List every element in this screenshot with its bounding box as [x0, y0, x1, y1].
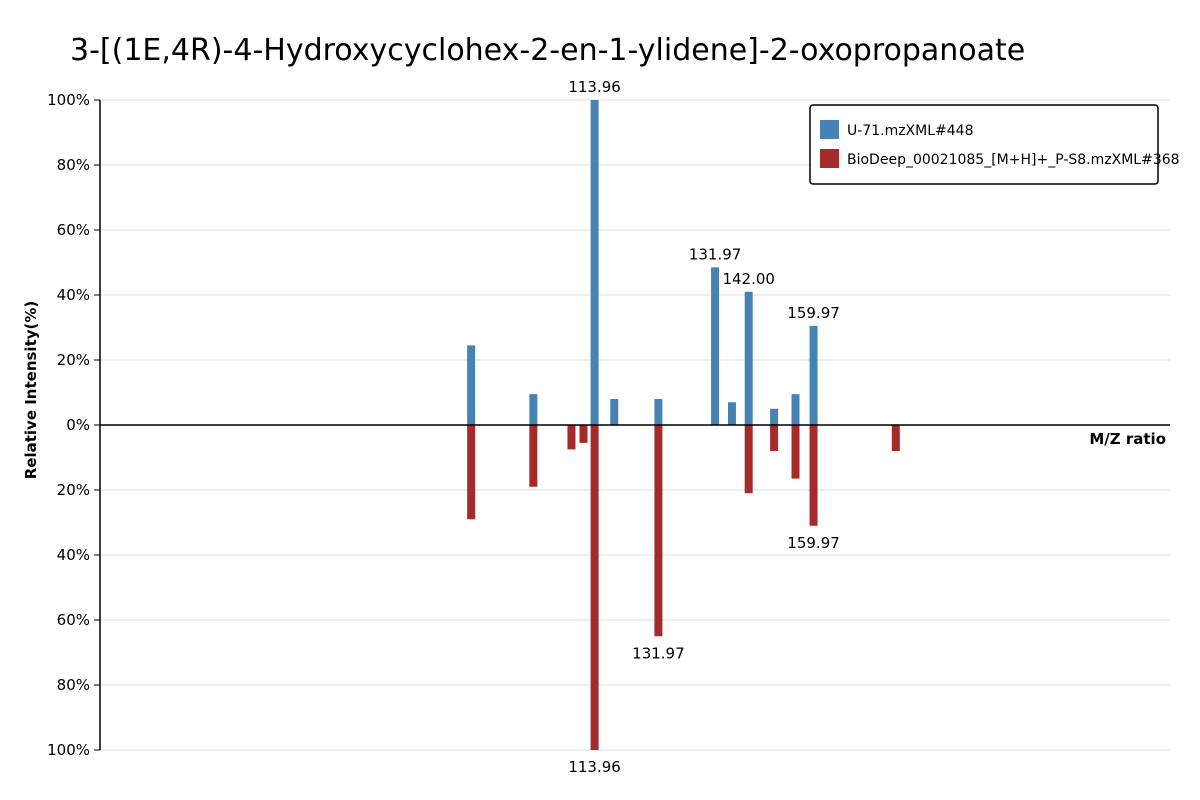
sample-peak-bar — [791, 394, 800, 425]
reference-peak-bar — [770, 425, 779, 451]
reference-peak-bar — [791, 425, 800, 479]
sample-peak-bar — [654, 399, 663, 425]
reference-peak-bar — [590, 425, 599, 750]
y-axis-ticks: 100% 80% 60% 40% 20% 0% 20% 40% 60% 80% 100% — [47, 91, 100, 759]
y-tick-label: 60% — [57, 611, 90, 629]
legend-swatch — [820, 149, 839, 168]
y-tick-label: 40% — [57, 286, 90, 304]
reference-peak-label: 159.97 — [787, 534, 840, 552]
legend-box — [809, 104, 1159, 185]
legend-entry: U-71.mzXML#448 — [847, 123, 973, 139]
sample-peak-bar — [610, 399, 619, 425]
reference-peak-bar — [809, 425, 818, 526]
spectrum-bars — [467, 100, 900, 750]
legend: U-71.mzXML#448 BioDeep_00021085_[M+H]+_P-… — [809, 104, 1180, 185]
sample-peak-bar — [770, 408, 779, 425]
sample-peak-bar — [467, 345, 476, 425]
x-axis-label: M/Z ratio — [1089, 430, 1166, 448]
reference-peak-bar — [529, 425, 538, 487]
y-axis-label: Relative Intensity(%) — [22, 301, 40, 480]
peak-labels: 113.96 131.97 142.00 159.97 113.96 131.97 159.… — [568, 78, 839, 776]
sample-peak-label: 113.96 — [568, 78, 621, 96]
y-tick-label: 100% — [47, 91, 90, 109]
y-tick-label: 80% — [57, 676, 90, 694]
sample-peak-bar — [529, 394, 538, 425]
sample-peak-bar — [590, 100, 599, 425]
reference-peak-bar — [467, 425, 476, 520]
chart-title: 3-[(1E,4R)-4-Hydroxycyclohex-2-en-1-ylid… — [70, 33, 1025, 68]
sample-peak-bar — [744, 291, 753, 425]
y-tick-label: 80% — [57, 156, 90, 174]
sample-peak-bar — [809, 325, 818, 425]
y-tick-label: 20% — [57, 481, 90, 499]
sample-peak-label: 142.00 — [722, 270, 775, 288]
reference-peak-bar — [744, 425, 753, 494]
legend-entry: BioDeep_00021085_[M+H]+_P-S8.mzXML#368 — [847, 152, 1180, 168]
y-tick-label: 0% — [66, 416, 90, 434]
sample-peak-label: 159.97 — [787, 304, 840, 322]
reference-peak-label: 113.96 — [568, 758, 621, 776]
reference-peak-label: 131.97 — [632, 644, 685, 662]
grid-lines — [100, 99, 1170, 751]
y-tick-label: 20% — [57, 351, 90, 369]
y-tick-label: 60% — [57, 221, 90, 239]
reference-peak-bar — [654, 425, 663, 637]
sample-peak-bar — [711, 267, 720, 425]
y-tick-label: 100% — [47, 741, 90, 759]
reference-peak-bar — [567, 425, 576, 450]
reference-peak-bar — [579, 425, 588, 443]
sample-peak-label: 131.97 — [689, 245, 742, 263]
y-tick-label: 40% — [57, 546, 90, 564]
legend-swatch — [820, 120, 839, 139]
reference-peak-bar — [891, 425, 900, 451]
sample-peak-bar — [727, 402, 736, 425]
